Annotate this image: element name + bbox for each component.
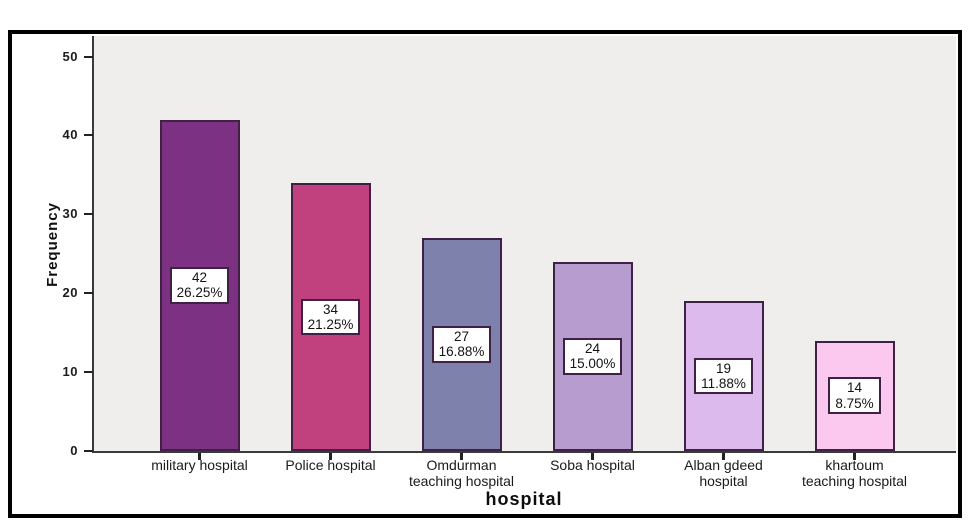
bar-percent: 21.25% [307, 316, 354, 332]
x-category-label: Alban gdeed hospital [684, 457, 763, 490]
bar-count: 19 [715, 360, 731, 376]
y-tick [84, 134, 93, 137]
y-tick-label: 0 [70, 443, 78, 458]
bar-value-label: 14 8.75% [828, 377, 881, 415]
x-tick [460, 453, 463, 460]
y-tick [84, 450, 93, 452]
bar-value-label: 27 16.88% [431, 326, 492, 363]
y-tick-label: 10 [62, 364, 78, 380]
bar-count: 14 [846, 380, 863, 396]
bar: 19 11.88% [683, 301, 764, 451]
x-tick [591, 453, 594, 460]
bar-value-label: 24 15.00% [562, 337, 623, 375]
x-category-label: khartoum teaching hospital [801, 457, 908, 490]
bar: 27 16.88% [421, 237, 502, 451]
y-tick [84, 55, 93, 58]
x-category-label: military hospital [151, 457, 248, 473]
bar-count: 42 [191, 269, 207, 285]
y-axis-label: Frequency [40, 134, 64, 354]
bar-count: 27 [453, 329, 469, 345]
bar-count: 34 [322, 301, 338, 317]
x-category-label: Police hospital [285, 457, 376, 473]
frame-inner: 42 26.25% 34 21.25% 27 16.88% 24 15.00% 19 11.88%… [12, 34, 958, 514]
chart-frame: 42 26.25% 34 21.25% 27 16.88% 24 15.00% 19 11.88%… [8, 30, 962, 518]
x-tick [329, 453, 332, 460]
x-tick [722, 453, 725, 460]
y-tick [84, 292, 93, 295]
y-tick [84, 371, 93, 374]
bar: 24 15.00% [552, 261, 633, 451]
plot-area: 42 26.25% 34 21.25% 27 16.88% 24 15.00% 19 11.88%… [92, 36, 956, 453]
bar: 34 21.25% [290, 182, 371, 451]
x-category-label: Omdurman teaching hospital [408, 457, 515, 490]
bar-percent: 8.75% [835, 395, 874, 411]
y-tick [84, 213, 93, 216]
bar-value-label: 19 11.88% [694, 357, 753, 395]
bar: 14 8.75% [814, 340, 895, 451]
bar-value-label: 34 21.25% [300, 298, 361, 336]
x-category-label: Soba hospital [550, 457, 635, 473]
x-tick [853, 453, 856, 460]
bar-value-label: 42 26.25% [169, 266, 230, 304]
y-tick-label: 20 [62, 285, 78, 301]
bar-percent: 16.88% [438, 344, 485, 360]
y-tick-label: 30 [62, 206, 78, 222]
bar-percent: 11.88% [701, 376, 746, 392]
bar: 42 26.25% [159, 119, 240, 451]
y-tick-label: 40 [62, 127, 78, 143]
x-tick [198, 453, 201, 460]
bar-count: 24 [584, 340, 600, 356]
bar-percent: 26.25% [176, 285, 223, 301]
bar-percent: 15.00% [569, 356, 616, 372]
y-tick-label: 50 [62, 48, 78, 64]
x-axis-title: hospital [485, 489, 563, 509]
